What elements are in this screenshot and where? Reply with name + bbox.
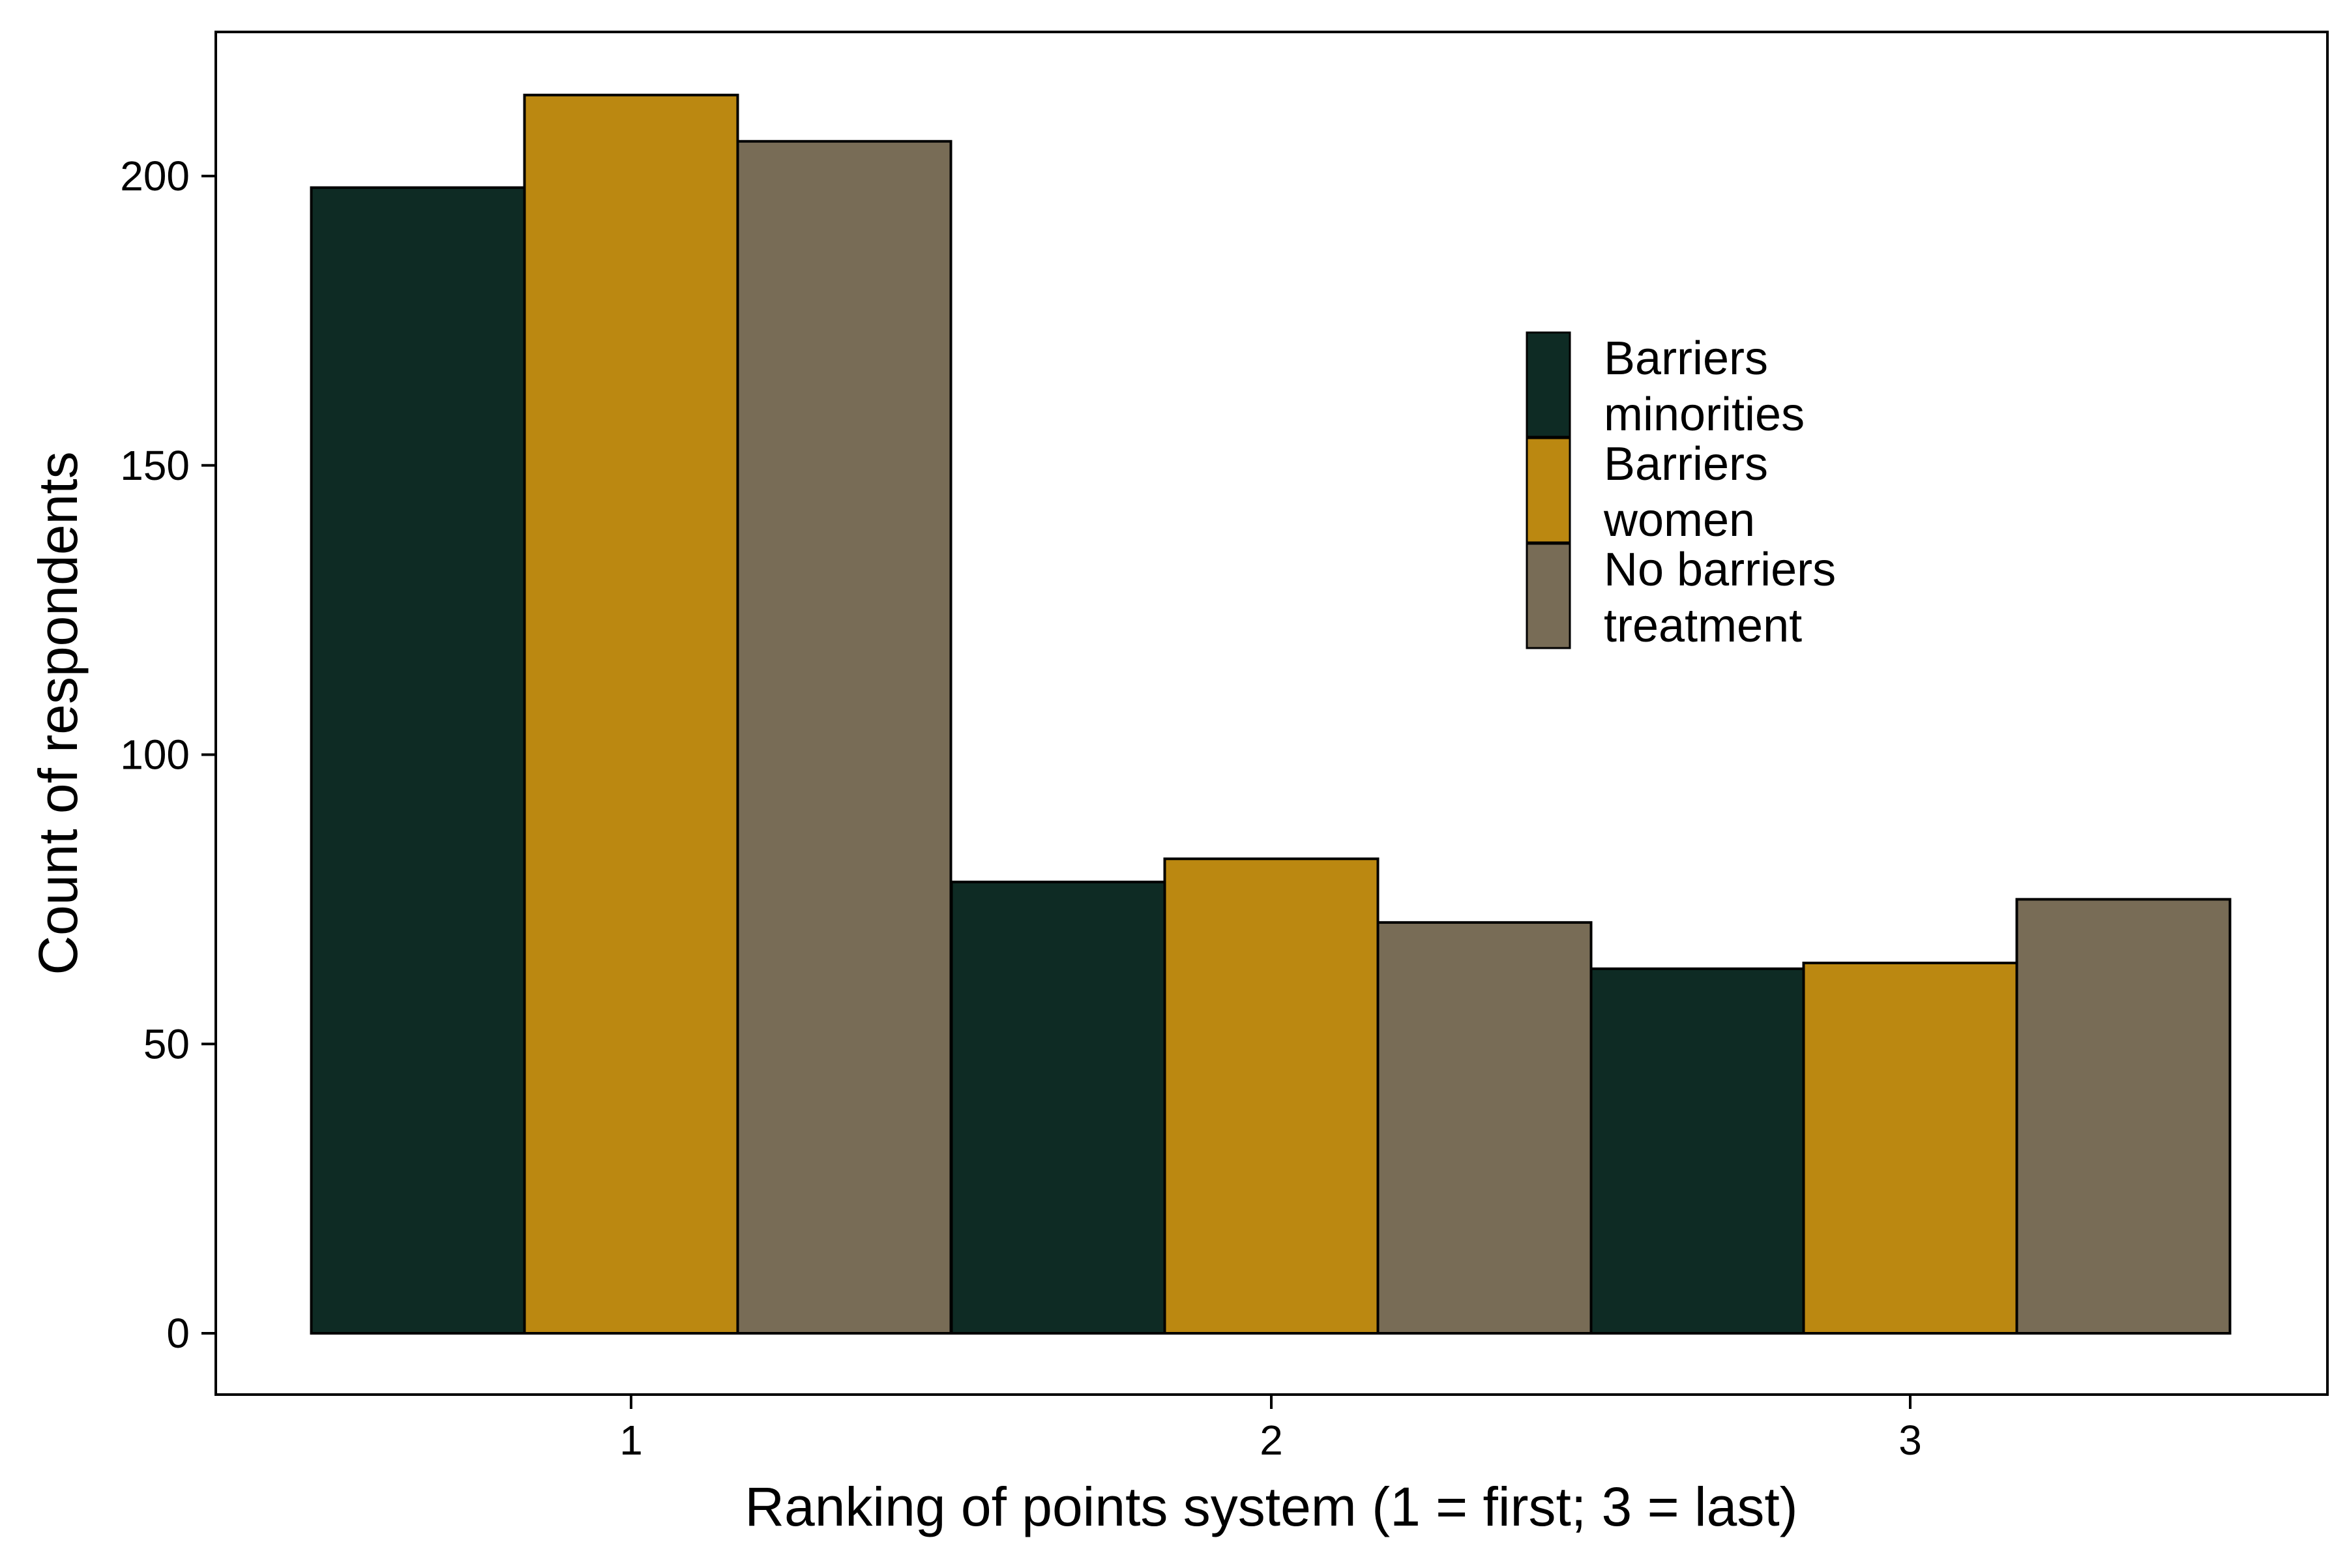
- x-tick-label: 1: [619, 1417, 643, 1464]
- legend-key-no-barriers-treatment: [1526, 542, 1571, 649]
- bar-no-barriers-treatment-cat-2: [1376, 921, 1593, 1335]
- y-tick-label: 50: [143, 1020, 190, 1067]
- x-tick-label: 2: [1260, 1417, 1283, 1464]
- legend-key-barriers-women: [1526, 437, 1571, 544]
- legend-key-barriers-minorities: [1526, 331, 1571, 438]
- bar-barriers-women-cat-3: [1802, 962, 2018, 1335]
- y-tick-label: 0: [166, 1310, 190, 1357]
- y-tick-label: 100: [120, 732, 190, 778]
- x-axis-title: Ranking of points system (1 = first; 3 =…: [745, 1476, 1797, 1537]
- bar-no-barriers-treatment-cat-1: [736, 140, 952, 1335]
- legend-label: Barriers women: [1603, 438, 1768, 546]
- bar-barriers-minorities-cat-2: [950, 880, 1166, 1335]
- y-axis: 0 50 100 150 200: [120, 153, 216, 1357]
- bars-layer: [310, 93, 2232, 1335]
- bar-barriers-minorities-cat-1: [310, 186, 526, 1335]
- legend-label: No barriers treatment: [1604, 544, 1836, 652]
- bar-barriers-women-cat-2: [1163, 857, 1380, 1335]
- x-axis: 1 2 3: [619, 1395, 1922, 1464]
- legend-label: Barriers minorities: [1604, 333, 1805, 441]
- y-tick-label: 150: [120, 442, 190, 489]
- bar-barriers-minorities-cat-3: [1589, 967, 1805, 1335]
- bar-no-barriers-treatment-cat-3: [2015, 898, 2232, 1335]
- y-axis-title: Count of respondents: [27, 451, 89, 975]
- y-tick-label: 200: [120, 153, 190, 200]
- bar-barriers-women-cat-1: [523, 93, 739, 1335]
- x-tick-label: 3: [1898, 1417, 1922, 1464]
